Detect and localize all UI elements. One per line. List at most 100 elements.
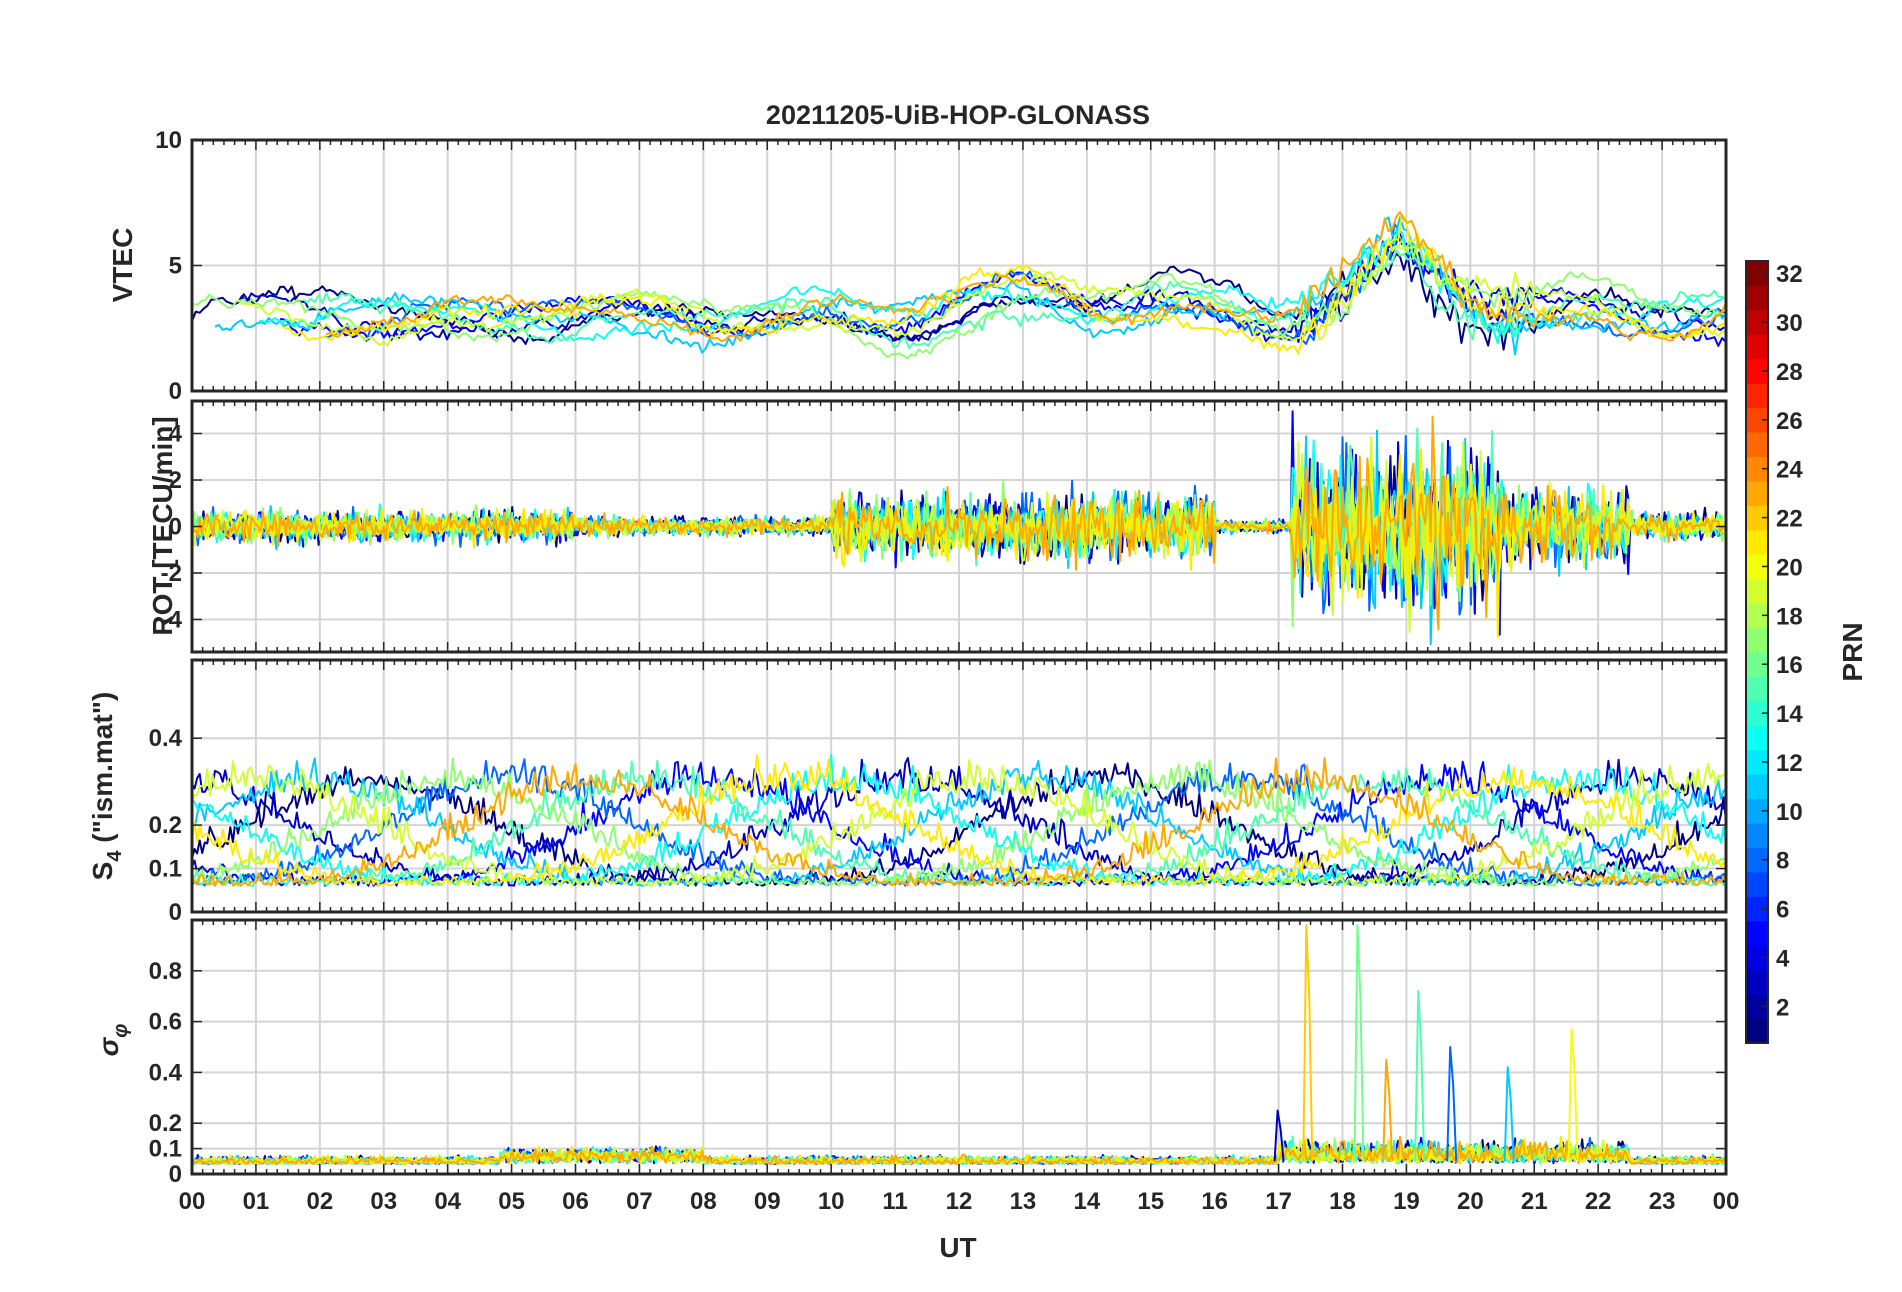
y-tick-label: -4 (161, 606, 183, 633)
rot-series (192, 410, 1726, 646)
y-tick-label: 0 (169, 1161, 182, 1188)
panel-sigma: 00.10.2 0.4 0.6 0.8 σφ (93, 918, 1728, 1188)
colorbar-band (1746, 407, 1768, 433)
y-tick-label: 0.1 (149, 856, 182, 883)
colorbar-band (1746, 871, 1768, 897)
vtec-line (325, 211, 1726, 343)
sigma-spike (1567, 1028, 1579, 1162)
x-tick-label: 12 (946, 1188, 973, 1215)
x-tick-label: 03 (370, 1188, 397, 1215)
y-tick-label: 0.6 (149, 1009, 182, 1036)
s4-line (192, 754, 1726, 887)
colorbar-tick-label: 32 (1776, 261, 1803, 288)
panel-rot: -4 -2 0 2 4 ROT [TECU/min] (147, 399, 1728, 654)
vtec-ytick-labels: 0 5 10 (155, 127, 182, 405)
y-tick-label: 0.4 (149, 725, 183, 752)
colorbar-band (1746, 700, 1768, 726)
x-tick-label: 02 (306, 1188, 333, 1215)
colorbar-tick-label: 26 (1776, 408, 1803, 435)
colorbar-tick-label: 18 (1776, 603, 1803, 630)
vtec-ticks (191, 139, 1727, 392)
colorbar-band (1746, 505, 1768, 531)
x-tick-label: 01 (243, 1188, 270, 1215)
colorbar-tick-label: 20 (1776, 554, 1803, 581)
colorbar-band (1746, 896, 1768, 922)
s4-ticks (191, 660, 1727, 913)
y-tick-label: 2 (169, 467, 182, 494)
colorbar-band (1746, 309, 1768, 335)
x-tick-label: 08 (690, 1188, 717, 1215)
y-tick-label: 0 (169, 514, 182, 541)
vtec-line (237, 237, 1726, 347)
colorbar-band (1746, 432, 1768, 457)
y-tick-label: 0.2 (149, 812, 182, 839)
s4-series (192, 754, 1726, 887)
s4-ylabel-rest: ("ism.mat") (87, 692, 118, 851)
colorbar-band (1746, 578, 1768, 604)
vtec-line (193, 239, 1725, 360)
colorbar-band (1746, 676, 1768, 702)
colorbar-tick-label: 12 (1776, 750, 1803, 777)
colorbar-band (1746, 261, 1768, 286)
x-tick-label: 10 (818, 1188, 845, 1215)
vtec-series (192, 211, 1726, 360)
x-tick-label: 18 (1329, 1188, 1356, 1215)
colorbar-band (1746, 969, 1768, 995)
x-axis-label: UT (939, 1232, 976, 1263)
x-tick-label: 20 (1457, 1188, 1484, 1215)
x-tick-label: 00 (1713, 1188, 1740, 1215)
colorbar-bands (1746, 261, 1768, 1044)
colorbar-band (1746, 383, 1768, 409)
x-tick-label: 11 (882, 1188, 907, 1215)
colorbar-tick-label: 4 (1776, 945, 1790, 972)
colorbar-band (1746, 480, 1768, 506)
x-tick-label: 14 (1073, 1188, 1100, 1215)
sigma-spike (1273, 1109, 1285, 1162)
y-tick-label: 0.2 (149, 1110, 182, 1137)
x-tick-label: 04 (434, 1188, 461, 1215)
colorbar-band (1746, 456, 1768, 482)
colorbar-band (1746, 749, 1768, 775)
colorbar-tick-label: 30 (1776, 310, 1803, 337)
colorbar-tick-label: 28 (1776, 359, 1803, 386)
vtec-line (302, 249, 1726, 350)
colorbar-band (1746, 798, 1768, 824)
x-tick-label: 23 (1649, 1188, 1676, 1215)
colorbar-band (1746, 823, 1768, 848)
y-tick-label: -2 (161, 560, 182, 587)
colorbar-tick-label: 6 (1776, 897, 1789, 924)
colorbar-band (1746, 652, 1768, 677)
x-tick-label: 17 (1265, 1188, 1292, 1215)
colorbar-tick-label: 8 (1776, 848, 1789, 875)
s4-ytick-labels: 0 0.1 0.2 0.4 (149, 725, 183, 926)
sigma-spike (1382, 1058, 1394, 1162)
sigma-spike (1414, 990, 1426, 1162)
y-tick-label: 0 (169, 378, 182, 405)
s4-ylabel-sub: 4 (104, 850, 126, 862)
colorbar-label: PRN (1837, 622, 1868, 681)
colorbar-band (1746, 334, 1768, 360)
colorbar-frame (1745, 260, 1769, 1044)
panel-s4: 0 0.1 0.2 0.4 S4 ("ism.mat") (87, 658, 1728, 926)
colorbar-band (1746, 920, 1768, 946)
colorbar-band (1746, 1018, 1768, 1044)
vtec-ylabel: VTEC (107, 228, 138, 303)
x-tick-label: 13 (1010, 1188, 1037, 1215)
s4-ylabel-main: S (87, 862, 118, 881)
y-tick-label: 4 (169, 421, 183, 448)
x-tick-label: 00 (179, 1188, 206, 1215)
y-tick-label: 5 (169, 253, 182, 280)
x-tick-label: 19 (1393, 1188, 1420, 1215)
s4-ylabel: S4 ("ism.mat") (87, 692, 126, 881)
x-tick-label: 09 (754, 1188, 781, 1215)
x-tick-label: 15 (1137, 1188, 1164, 1215)
sigma-spike (1446, 1046, 1458, 1162)
colorbar-tick-label: 10 (1776, 799, 1803, 826)
sigma-ticks (191, 920, 1727, 1175)
vtec-grid (192, 139, 1726, 392)
sigma-line (192, 1135, 1725, 1165)
rot-ticks (191, 401, 1727, 652)
sigma-ylabel-main: σ (93, 1036, 124, 1056)
